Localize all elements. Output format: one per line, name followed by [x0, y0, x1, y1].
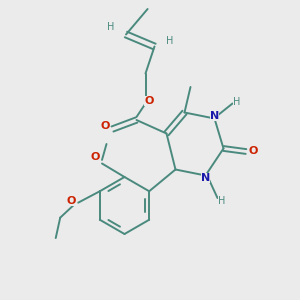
Text: O: O: [91, 152, 100, 163]
Text: N: N: [201, 173, 210, 184]
Text: O: O: [100, 121, 110, 131]
Text: O: O: [66, 196, 75, 206]
Text: O: O: [144, 95, 154, 106]
Text: H: H: [218, 196, 226, 206]
Text: H: H: [107, 22, 115, 32]
Text: N: N: [210, 110, 219, 121]
Text: H: H: [233, 97, 241, 107]
Text: O: O: [249, 146, 258, 157]
Text: H: H: [166, 35, 173, 46]
